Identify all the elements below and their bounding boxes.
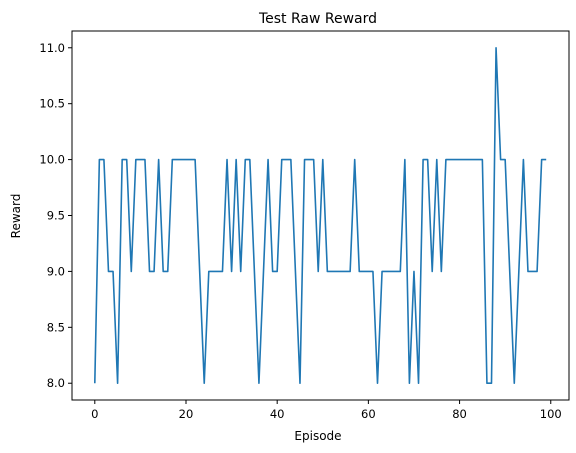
- y-tick-label: 8.0: [47, 376, 65, 390]
- y-tick-label: 9.0: [47, 264, 65, 278]
- y-tick-label: 10.0: [39, 153, 65, 167]
- plot-frame: [71, 30, 570, 401]
- x-tick-label: 0: [91, 407, 98, 421]
- series-layer: [94, 46, 547, 385]
- y-tick-label: 11.0: [39, 41, 65, 55]
- y-axis-label: Reward: [9, 194, 23, 239]
- x-tick-label: 80: [452, 407, 467, 421]
- series-line: [94, 46, 547, 385]
- y-tick-label: 10.5: [39, 97, 65, 111]
- x-tick-label: 100: [540, 407, 562, 421]
- x-tick-label: 60: [361, 407, 376, 421]
- y-tick-label: 8.5: [47, 320, 65, 334]
- x-tick-label: 20: [179, 407, 194, 421]
- chart-title: Test Raw Reward: [258, 11, 377, 27]
- x-tick-label: 40: [270, 407, 285, 421]
- y-tick-label: 9.5: [47, 209, 65, 223]
- x-axis-label: Episode: [294, 429, 341, 443]
- ticks: 0 20 40 60 80 100 8.0 8.5 9.0 9.5 10.0 10.5 11.0: [39, 41, 561, 421]
